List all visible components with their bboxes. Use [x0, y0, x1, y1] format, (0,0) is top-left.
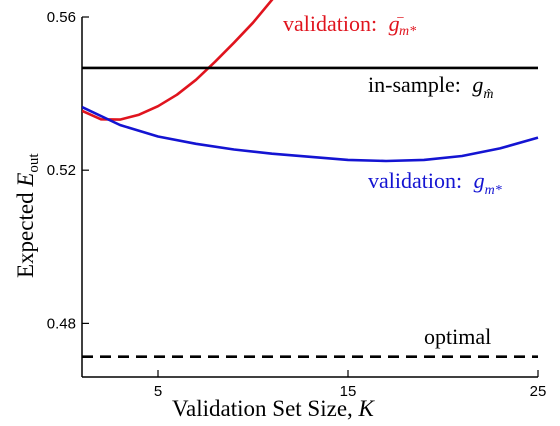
annotation-validation-minus: validation: g− m* — [283, 11, 416, 39]
annotation-in-sample: in-sample: gm̂ — [368, 72, 494, 102]
annotation-optimal: optimal — [424, 324, 491, 349]
annotation-validation-blue: validation: gm* — [368, 168, 502, 198]
x-tick-label: 25 — [530, 383, 547, 400]
y-tick-label: 0.48 — [47, 315, 76, 332]
axes: 5 15 25 0.56 0.52 0.48 — [47, 9, 547, 400]
x-tick-label: 5 — [154, 383, 162, 400]
series-line-1 — [82, 0, 274, 121]
series-line-3 — [82, 105, 539, 163]
y-tick-label: 0.56 — [47, 9, 76, 26]
series-layer — [82, 0, 539, 358]
y-axis-title: Expected Eout — [13, 153, 42, 278]
x-tick-label: 15 — [340, 383, 357, 400]
x-axis-title: Validation Set Size, K — [172, 396, 376, 421]
y-tick-label: 0.52 — [47, 162, 76, 179]
